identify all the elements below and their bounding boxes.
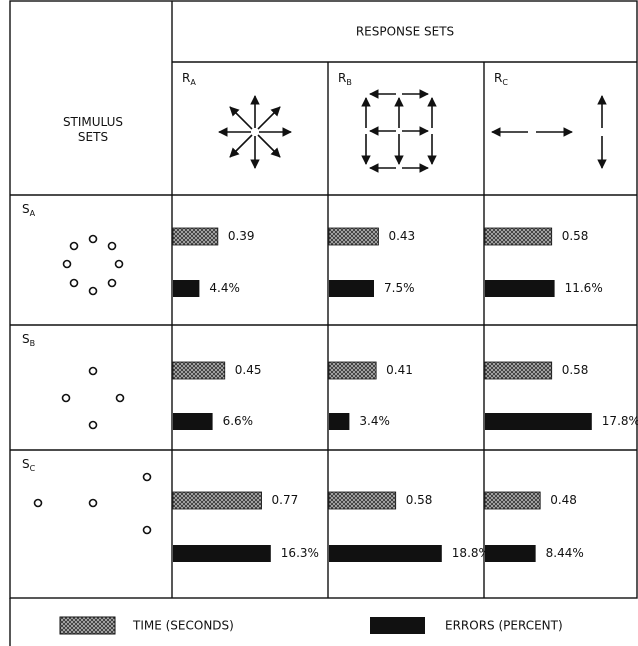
time-label: 0.45 xyxy=(235,363,262,377)
legend-errors: ERRORS (PERCENT) xyxy=(445,619,563,633)
response-icon-a xyxy=(218,95,292,169)
errors-label: 11.6% xyxy=(565,281,603,295)
errors-bar xyxy=(329,280,374,297)
legend-time-swatch xyxy=(59,616,116,635)
errors-bar xyxy=(485,280,555,297)
stimulus-label: SA xyxy=(22,202,36,218)
time-bar xyxy=(172,491,262,510)
stimulus-label-sub: B xyxy=(30,339,36,348)
legend-errors-swatch xyxy=(370,617,425,634)
stimulus-label-sub: A xyxy=(30,209,36,218)
time-bar xyxy=(172,361,226,380)
time-label: 0.43 xyxy=(388,229,415,243)
response-label-sub: A xyxy=(190,78,196,87)
errors-bar xyxy=(329,545,442,562)
stimulus-label: SB xyxy=(22,332,35,348)
stimulus-label-letter: S xyxy=(22,202,30,216)
errors-label: 4.4% xyxy=(209,281,240,295)
response-sets-title: RESPONSE SETS xyxy=(356,25,454,39)
time-label: 0.48 xyxy=(550,493,577,507)
errors-label: 18.8% xyxy=(452,546,490,560)
response-label: RB xyxy=(338,71,352,87)
stimulus-label: SC xyxy=(22,457,36,473)
stimulus-sets-title: STIMULUS SETS xyxy=(63,115,123,144)
errors-label: 6.6% xyxy=(223,414,254,428)
time-bar xyxy=(328,491,397,510)
time-bar xyxy=(484,491,541,510)
response-label-letter: R xyxy=(182,71,190,85)
response-label-letter: R xyxy=(494,71,502,85)
response-icon-b xyxy=(361,89,437,173)
table-grid xyxy=(9,0,638,646)
time-bar xyxy=(484,361,553,380)
time-bar xyxy=(328,361,377,380)
stimulus-label-letter: S xyxy=(22,457,30,471)
stimulus-dots xyxy=(33,234,152,535)
errors-label: 17.8% xyxy=(602,414,638,428)
stimulus-label-sub: C xyxy=(30,464,36,473)
time-label: 0.58 xyxy=(562,229,589,243)
errors-bar xyxy=(329,413,350,430)
time-bar xyxy=(172,227,219,246)
errors-bar xyxy=(485,545,536,562)
legend-time: TIME (SECONDS) xyxy=(132,619,234,633)
errors-label: 3.4% xyxy=(359,414,390,428)
response-label: RA xyxy=(182,71,196,87)
time-bar xyxy=(328,227,379,246)
time-label: 0.39 xyxy=(228,229,255,243)
errors-bar xyxy=(173,545,271,562)
errors-bar xyxy=(173,280,200,297)
errors-bar xyxy=(173,413,213,430)
time-label: 0.41 xyxy=(386,363,413,377)
time-label: 0.77 xyxy=(272,493,299,507)
stimulus-label-letter: S xyxy=(22,332,30,346)
time-label: 0.58 xyxy=(406,493,433,507)
errors-bar xyxy=(485,413,592,430)
time-label: 0.58 xyxy=(562,363,589,377)
response-label-sub: B xyxy=(346,78,352,87)
response-label-sub: C xyxy=(502,78,508,87)
response-label-letter: R xyxy=(338,71,346,85)
response-label: RC xyxy=(494,71,508,87)
errors-label: 16.3% xyxy=(281,546,319,560)
time-bar xyxy=(484,227,553,246)
errors-label: 7.5% xyxy=(384,281,415,295)
response-icon-c xyxy=(491,95,607,169)
errors-label: 8.44% xyxy=(546,546,584,560)
